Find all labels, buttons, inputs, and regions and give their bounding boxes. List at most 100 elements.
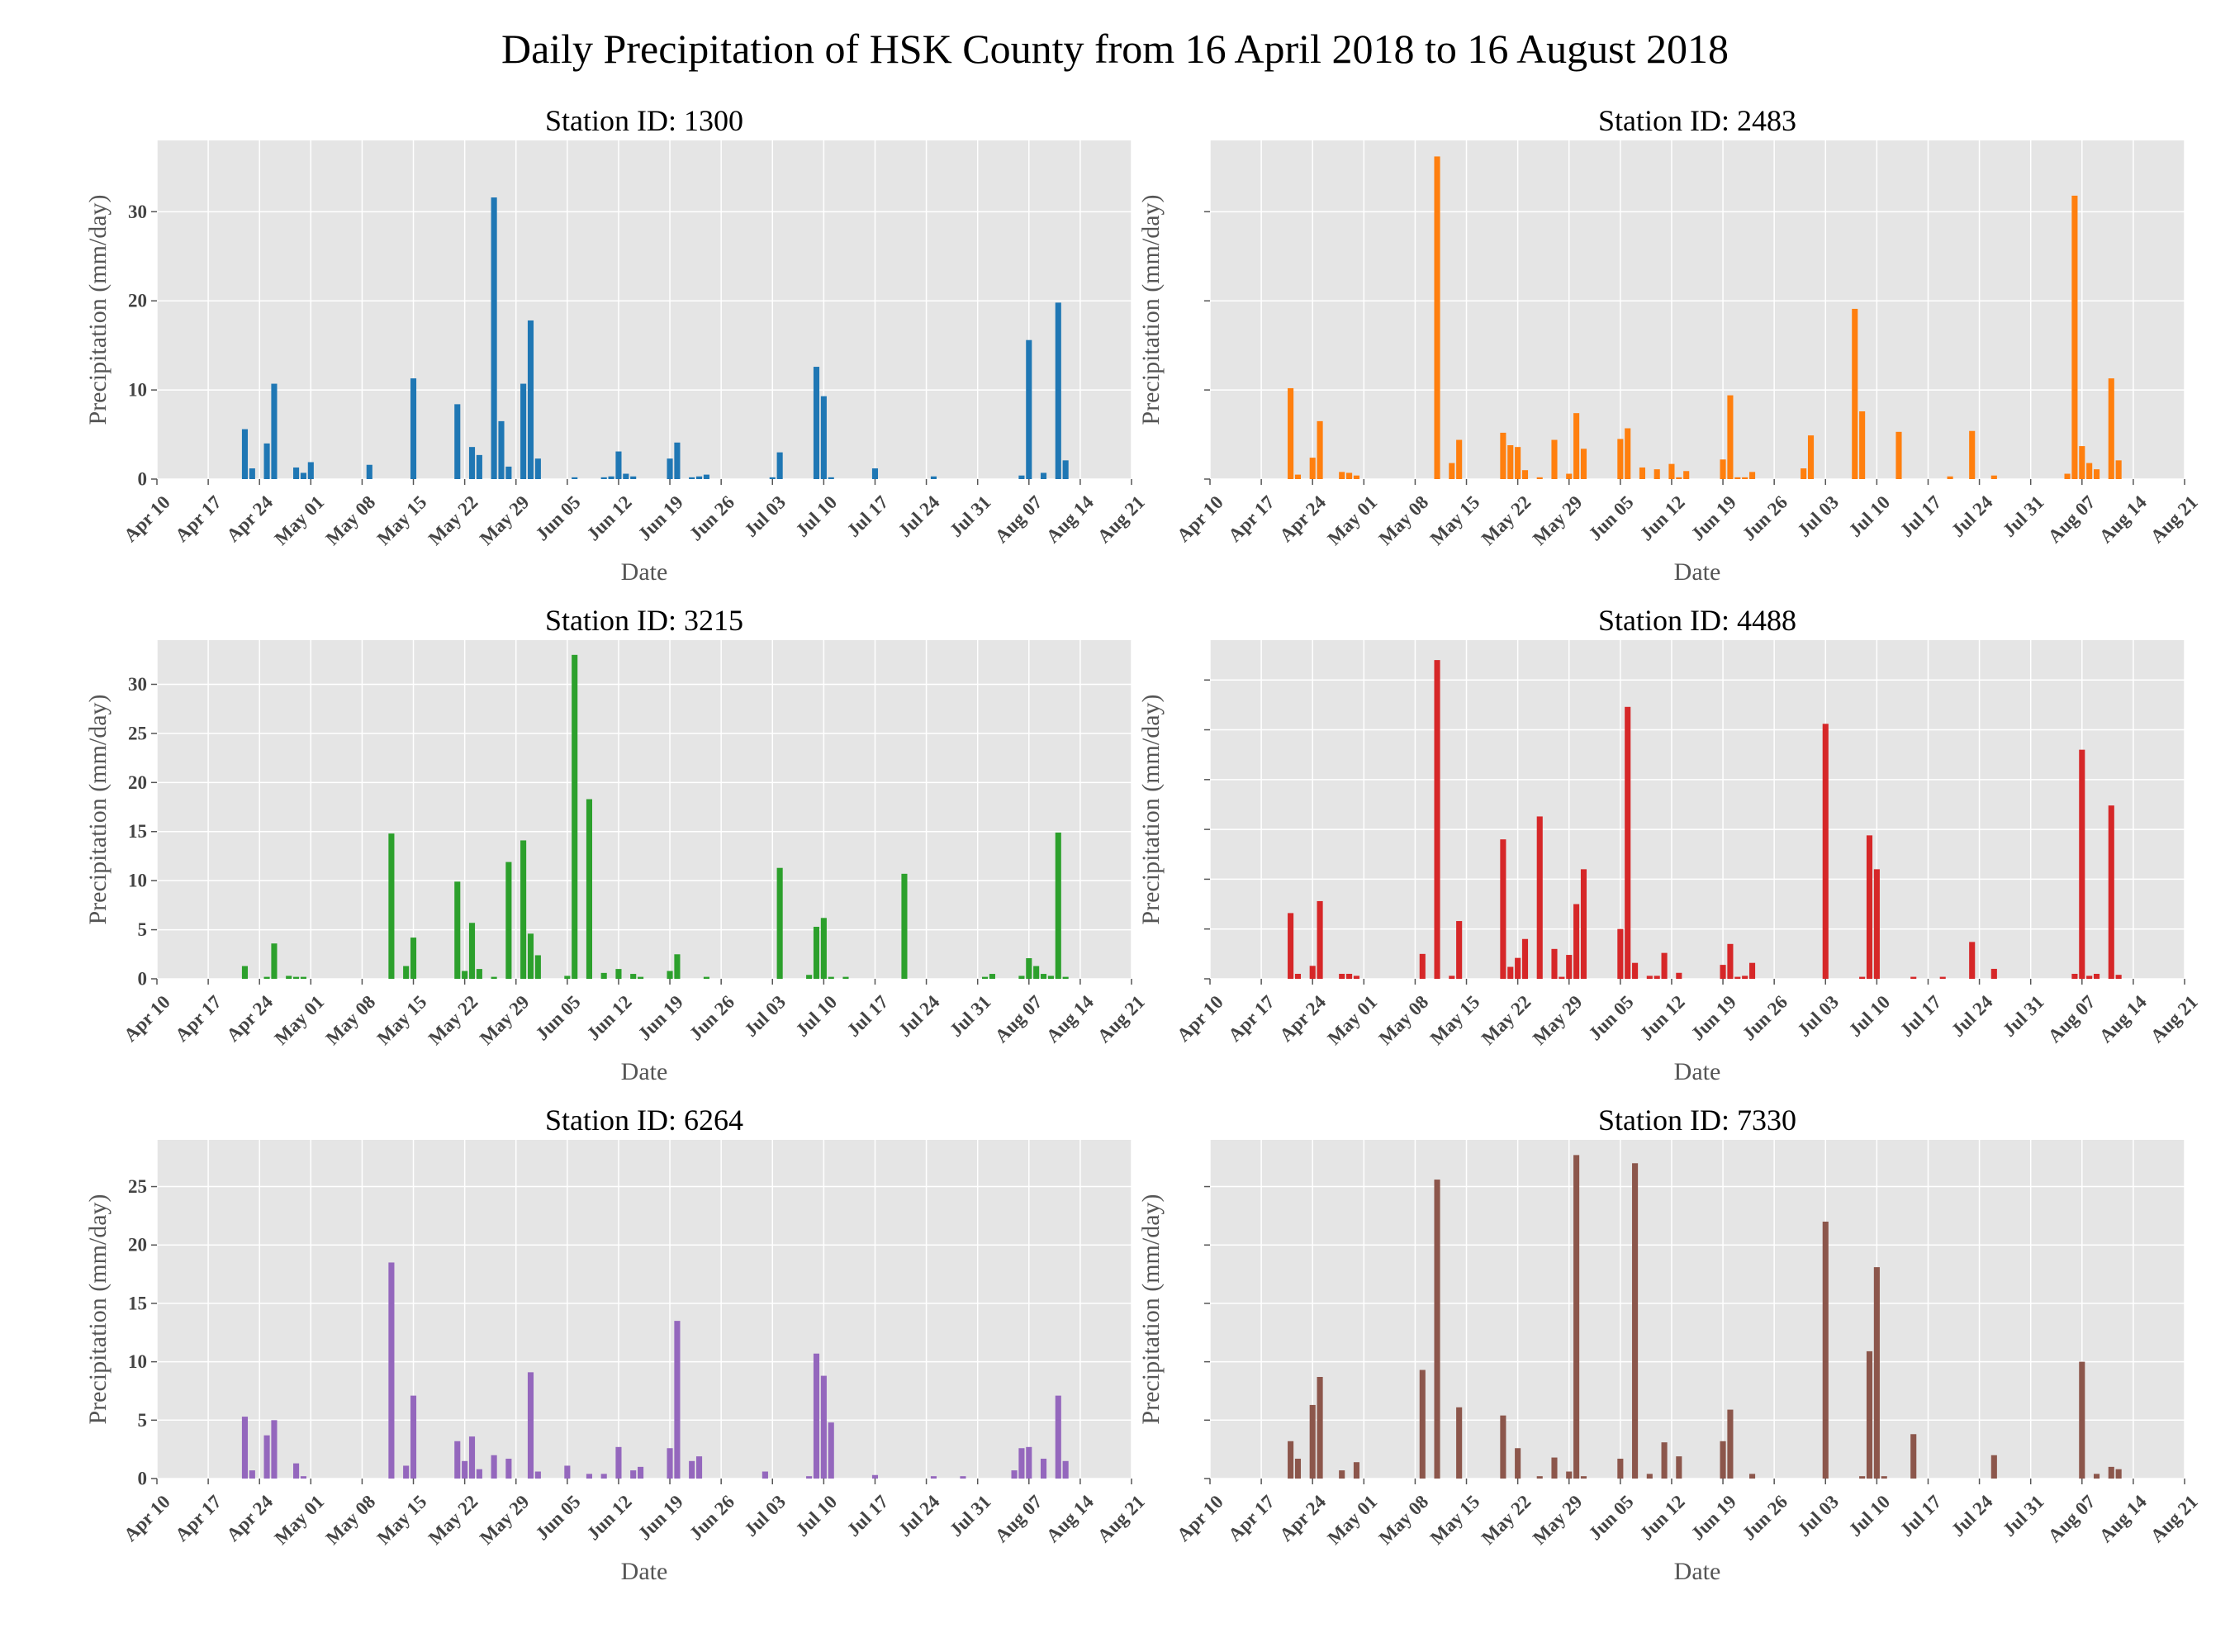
x-tick-label: May 29 xyxy=(1529,1491,1587,1549)
bar xyxy=(498,420,505,479)
bar xyxy=(388,1262,395,1479)
bar xyxy=(1040,472,1047,479)
bar xyxy=(600,1474,607,1479)
x-tick-label: Jul 03 xyxy=(1793,991,1843,1041)
bar xyxy=(1500,432,1506,479)
bar xyxy=(1646,976,1653,979)
bar xyxy=(871,1474,879,1479)
x-tick-label: Aug 07 xyxy=(991,491,1046,547)
bar xyxy=(608,476,614,479)
x-tick-label: May 08 xyxy=(1375,491,1433,549)
bar xyxy=(1748,962,1756,979)
bar xyxy=(2108,805,2114,979)
y-tick-label: 10 xyxy=(128,380,147,401)
y-tick-label: 10 xyxy=(128,1351,147,1372)
plot-area xyxy=(1210,640,2185,979)
bar xyxy=(1294,1458,1302,1479)
bar xyxy=(1551,1457,1558,1479)
bar xyxy=(1500,839,1506,979)
bar xyxy=(842,976,849,979)
y-tick-label: 25 xyxy=(128,1176,147,1197)
bar xyxy=(1536,816,1543,979)
bar xyxy=(1309,966,1316,979)
bar xyxy=(1859,411,1866,479)
bar xyxy=(293,976,300,979)
bar xyxy=(1866,1351,1873,1479)
x-tick-label: Jun 26 xyxy=(1739,991,1791,1044)
bar xyxy=(572,654,578,979)
bar xyxy=(1990,968,1997,979)
bar xyxy=(300,1476,306,1479)
bar xyxy=(520,383,527,479)
bar xyxy=(476,969,482,979)
bar xyxy=(1055,1395,1061,1479)
bar xyxy=(505,1458,512,1479)
bar xyxy=(1573,1155,1580,1479)
bar xyxy=(1011,1470,1018,1479)
plot-area xyxy=(157,1140,1132,1479)
bar xyxy=(1676,477,1682,479)
x-tick-label: May 22 xyxy=(425,991,482,1049)
bar xyxy=(1632,962,1639,979)
bar xyxy=(703,474,709,479)
x-tick-label: May 22 xyxy=(1478,1491,1535,1549)
bar xyxy=(1434,660,1440,979)
bar xyxy=(462,1460,468,1479)
bar xyxy=(615,451,622,479)
x-tick-label: Jun 12 xyxy=(583,1491,636,1544)
bar xyxy=(491,197,497,480)
bar xyxy=(454,1441,461,1479)
y-axis-label: Precipitation (mm/day) xyxy=(84,194,112,425)
bar xyxy=(982,976,989,979)
chart-title: Station ID: 3215 xyxy=(545,604,743,637)
x-tick-label: Jun 26 xyxy=(686,1491,738,1544)
x-tick-label: Aug 14 xyxy=(2095,991,2151,1047)
bar xyxy=(1852,308,1858,479)
bar xyxy=(600,477,607,479)
bar xyxy=(674,1321,681,1479)
x-tick-label: Jun 26 xyxy=(686,991,738,1044)
x-tick-label: Aug 21 xyxy=(1094,1491,1149,1546)
x-tick-label: May 01 xyxy=(1324,991,1382,1049)
x-axis-label: Date xyxy=(621,1058,668,1085)
bar xyxy=(871,468,879,479)
x-tick-label: Jul 24 xyxy=(1948,991,1997,1041)
x-tick-label: Jul 31 xyxy=(1999,491,2048,541)
y-tick-label: 20 xyxy=(128,1235,147,1256)
bar xyxy=(1646,1474,1653,1479)
bar xyxy=(2064,473,2071,479)
bar xyxy=(667,1448,673,1479)
bar xyxy=(1676,1456,1682,1479)
bar xyxy=(1661,1442,1668,1479)
bar xyxy=(1551,439,1558,479)
bar xyxy=(293,1463,300,1479)
bar xyxy=(1727,943,1734,979)
bar xyxy=(1062,460,1069,479)
x-tick-label: Jul 03 xyxy=(1793,491,1843,541)
x-tick-label: May 15 xyxy=(373,991,431,1049)
x-tick-label: May 01 xyxy=(271,1491,329,1549)
x-tick-label: Jun 19 xyxy=(1687,1491,1740,1544)
bar xyxy=(2115,460,2122,479)
bar xyxy=(468,923,476,979)
x-tick-label: Jul 03 xyxy=(740,491,790,541)
x-tick-label: Jul 10 xyxy=(1845,491,1895,541)
bar xyxy=(1507,445,1514,479)
bar xyxy=(491,976,497,979)
bar xyxy=(1969,430,1976,479)
bar xyxy=(1720,459,1726,479)
bar xyxy=(1632,1163,1639,1479)
x-tick-label: Jul 03 xyxy=(740,991,790,1041)
bar xyxy=(388,833,395,979)
bar xyxy=(638,976,644,979)
bar xyxy=(1434,156,1440,479)
bar xyxy=(1580,449,1587,479)
bar xyxy=(1018,976,1025,979)
x-tick-label: Jul 10 xyxy=(792,491,842,541)
bar xyxy=(534,458,541,479)
bar xyxy=(615,1446,622,1479)
x-tick-label: Jul 17 xyxy=(843,991,893,1041)
figure-title: Daily Precipitation of HSK County from 1… xyxy=(501,26,1729,72)
chart-title: Station ID: 7330 xyxy=(1598,1104,1796,1137)
